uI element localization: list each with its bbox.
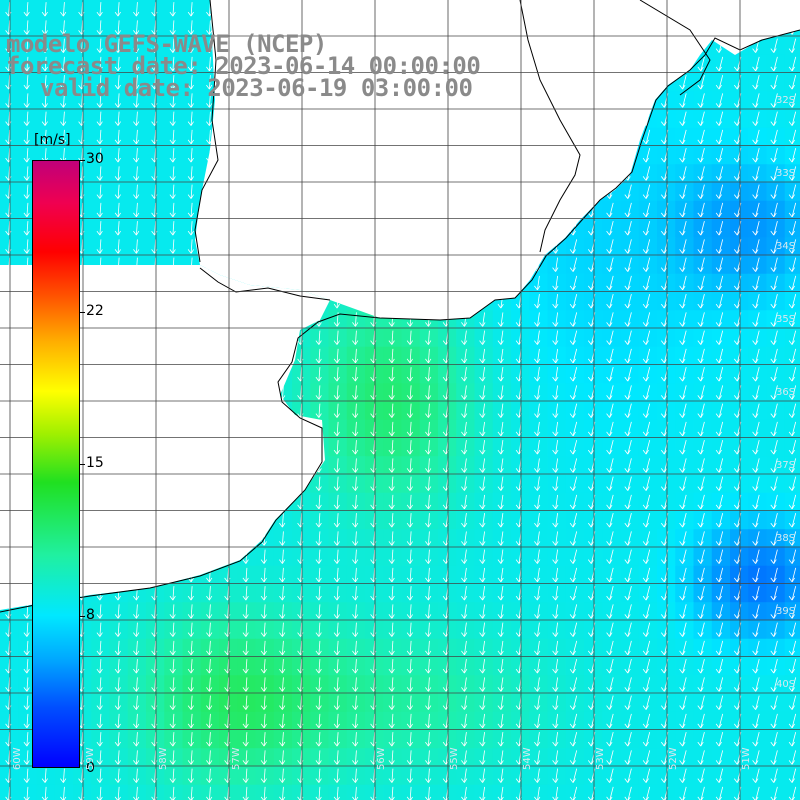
lon-label: 56W: [376, 747, 387, 770]
wind-cell: [784, 365, 800, 384]
lon-label: 51W: [741, 747, 752, 770]
wind-cell: [784, 73, 800, 92]
wind-cell: [784, 146, 800, 165]
lon-label: 58W: [158, 747, 169, 770]
lon-label: 53W: [595, 747, 606, 770]
wind-cell: [784, 36, 800, 56]
wind-cell: [784, 328, 800, 348]
wind-cell: [784, 529, 800, 549]
wind-cell: [784, 638, 800, 658]
colorbar-tick-22: 22: [86, 303, 104, 319]
lat-label: 36S: [776, 387, 796, 398]
colorbar-unit: [m/s]: [34, 132, 71, 148]
lat-label: 34S: [776, 241, 796, 252]
wind-cell: [784, 219, 800, 238]
wind-cell: [784, 675, 800, 695]
colorbar-mark: [79, 616, 85, 617]
wind-cell: [784, 109, 800, 129]
lat-label: 33S: [776, 168, 796, 179]
wind-cell: [784, 784, 800, 800]
wind-cell: [784, 292, 800, 311]
wind-cell: [784, 419, 800, 439]
colorbar-tick-8: 8: [86, 607, 95, 623]
wind-cell: [784, 91, 800, 111]
wind-cell: [784, 730, 800, 749]
wind-cell: [784, 438, 800, 457]
colorbar-tick-30: 30: [86, 151, 104, 167]
wind-cell: [784, 54, 800, 74]
wind-cell: [784, 584, 800, 603]
wind-cell: [784, 310, 800, 330]
wind-cell: [784, 511, 800, 530]
wind-cell: [784, 127, 800, 147]
lon-label: 57W: [231, 747, 242, 770]
colorbar-mark: [79, 312, 85, 313]
colorbar-tick-15: 15: [86, 455, 104, 471]
lon-label: 59W: [85, 747, 96, 770]
wind-cell: [784, 492, 800, 512]
wind-cell: [784, 547, 800, 567]
lat-label: 35S: [776, 314, 796, 325]
lat-label: 39S: [776, 606, 796, 617]
colorbar-mark: [79, 464, 85, 465]
wind-cell: [784, 255, 800, 275]
wind-cell: [784, 401, 800, 421]
wind-cell: [784, 200, 800, 220]
lon-label: 52W: [668, 747, 679, 770]
lat-label: 38S: [776, 533, 796, 544]
wind-cell: [784, 602, 800, 622]
lat-label: 40S: [776, 679, 796, 690]
wind-cell: [784, 273, 800, 293]
wind-cell: [784, 711, 800, 731]
wind-cell: [784, 237, 800, 257]
colorbar: [33, 161, 79, 767]
lat-label: 32S: [776, 95, 796, 106]
wind-cell: [784, 182, 800, 202]
wind-cell: [784, 346, 800, 366]
wind-cell: [784, 565, 800, 585]
wind-cell: [784, 383, 800, 403]
title-valid-date: valid date: 2023-06-19 03:00:00: [40, 74, 473, 102]
colorbar-mark: [79, 160, 85, 161]
lon-label: 54W: [522, 747, 533, 770]
wind-cell: [784, 164, 800, 184]
lon-label: 55W: [449, 747, 460, 770]
wind-cell: [784, 620, 800, 640]
wind-cell: [784, 456, 800, 476]
lon-label: 60W: [12, 747, 23, 770]
lat-label: 37S: [776, 460, 796, 471]
wind-cell: [784, 657, 800, 676]
wind-cell: [784, 693, 800, 713]
wind-cell: [784, 474, 800, 494]
